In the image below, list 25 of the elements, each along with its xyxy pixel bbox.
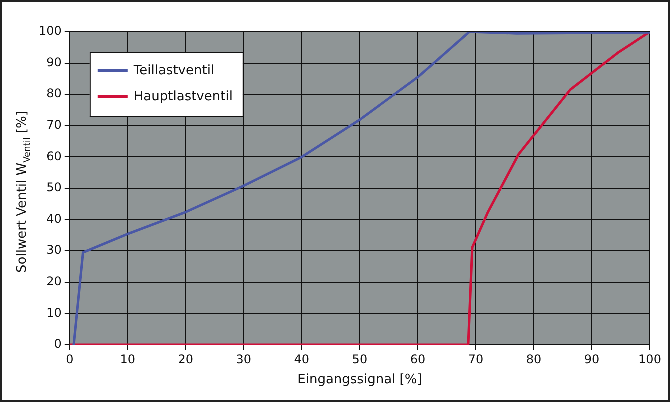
x-tick-label: 60	[410, 352, 426, 366]
x-tick-label: 20	[178, 352, 194, 366]
x-tick-label: 0	[66, 352, 74, 366]
y-tick-label: 80	[46, 86, 62, 101]
x-axis-title: Eingangssignal [%]	[298, 372, 422, 388]
x-tick-label: 100	[638, 352, 662, 366]
y-tick-label: 0	[54, 337, 62, 352]
legend-label: Hauptlastventil	[134, 89, 233, 104]
y-tick-label: 50	[46, 180, 62, 195]
y-tick-label: 60	[46, 149, 62, 164]
x-tick-label: 80	[526, 352, 542, 366]
y-tick-label: 100	[39, 24, 62, 38]
legend-label: Teillastventil	[132, 63, 215, 78]
y-tick-label: 90	[46, 55, 62, 70]
x-tick-label: 40	[294, 352, 310, 366]
x-tick-label: 10	[120, 352, 136, 366]
y-tick-label: 40	[46, 212, 62, 226]
y-tick-label: 20	[46, 274, 62, 289]
y-tick-label: 30	[46, 243, 62, 258]
x-tick-label: 90	[584, 352, 600, 366]
y-tick-label: 10	[46, 306, 62, 320]
x-tick-label: 30	[236, 352, 252, 366]
y-tick-label: 70	[46, 118, 62, 132]
x-tick-label: 70	[468, 352, 484, 366]
x-tick-label: 50	[352, 352, 368, 366]
